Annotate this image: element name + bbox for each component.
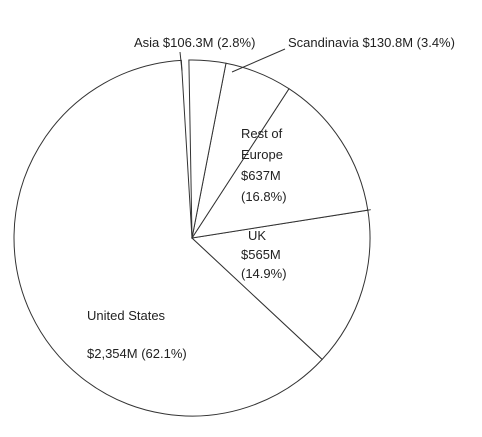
data-label-rest-of-europe-line-4: (16.8%)	[241, 189, 287, 204]
data-label-uk-line-3: (14.9%)	[241, 266, 287, 281]
data-label-scandinavia: Scandinavia $130.8M (3.4%)	[288, 35, 455, 50]
scandinavia-leader-line	[231, 48, 286, 73]
data-label-uk: UK $565M (14.9%)	[241, 228, 287, 281]
data-label-scandinavia-line-1: Scandinavia $130.8M (3.4%)	[288, 35, 455, 50]
pie-slice-united-states	[13, 59, 323, 417]
data-label-rest-of-europe-line-2: Europe	[241, 147, 283, 162]
data-label-uk-line-2: $565M	[241, 247, 281, 262]
data-label-asia: Asia $106.3M (2.8%)	[134, 35, 255, 50]
asia-leader-line	[179, 51, 183, 72]
data-label-asia-line-1: Asia $106.3M (2.8%)	[134, 35, 255, 50]
data-label-united-states: United States $2,354M (62.1%)	[87, 308, 187, 361]
pie-slice-rest-of-europe	[190, 88, 369, 239]
data-label-united-states-line-1: United States	[87, 308, 166, 323]
data-label-rest-of-europe-line-1: Rest of	[241, 126, 283, 141]
pie-slice-asia	[188, 59, 227, 239]
data-label-rest-of-europe-line-3: $637M	[241, 168, 281, 183]
data-label-uk-line-1: UK	[248, 228, 266, 243]
pie-slice-uk	[190, 209, 371, 361]
uk-divider-extension	[365, 209, 371, 211]
data-label-united-states-line-3: $2,354M (62.1%)	[87, 346, 187, 361]
data-label-rest-of-europe: Rest of Europe $637M (16.8%)	[241, 126, 287, 204]
